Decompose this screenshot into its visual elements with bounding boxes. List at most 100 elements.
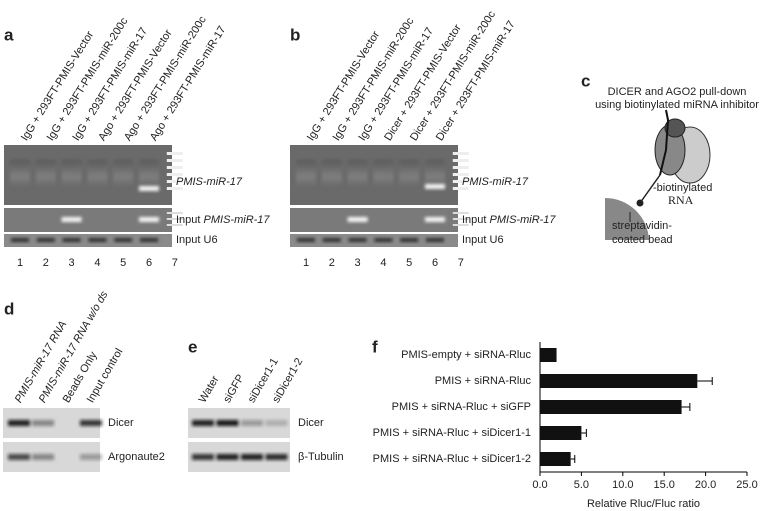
biotin <box>636 199 644 207</box>
band <box>192 420 214 426</box>
gel-label: PMIS-miR-17 <box>490 214 557 226</box>
band <box>265 420 288 426</box>
band <box>32 454 54 460</box>
pulldown-diagram <box>605 109 711 240</box>
band <box>241 454 263 460</box>
lane-number: 5 <box>120 257 126 269</box>
band <box>139 217 159 222</box>
smear <box>399 160 420 188</box>
band <box>347 217 368 222</box>
x-tick-label: 10.0 <box>612 479 633 491</box>
x-tick-label: 5.0 <box>574 479 589 491</box>
lane-number: 6 <box>146 257 152 269</box>
error-bar <box>681 403 691 411</box>
ladder <box>452 166 469 169</box>
lane-number: 4 <box>380 257 386 269</box>
band <box>80 420 102 426</box>
x-tick-label: 25.0 <box>736 479 757 491</box>
band <box>36 238 55 242</box>
error-bar <box>581 429 587 437</box>
x-tick-label: 0.0 <box>532 479 547 491</box>
rna <box>659 109 670 176</box>
band-label: Argonaute2 <box>108 451 165 463</box>
x-tick-label: 15.0 <box>653 479 674 491</box>
ladder <box>166 166 183 169</box>
panel-label: b <box>290 25 300 44</box>
bar <box>540 426 582 440</box>
smear <box>425 160 445 188</box>
diagram-label: RNA <box>668 193 694 207</box>
y-tick-label: PMIS + siRNA-Rluc + siDicer1-1 <box>373 427 531 439</box>
linker <box>639 174 661 204</box>
band <box>114 238 133 242</box>
x-tick-label: 20.0 <box>695 479 716 491</box>
error-bar <box>697 377 713 385</box>
band <box>32 420 54 426</box>
gel-label: PMIS-miR-17 <box>176 176 243 188</box>
band <box>322 238 341 242</box>
bar <box>540 348 557 362</box>
band <box>192 454 214 460</box>
smear <box>87 160 108 188</box>
x-axis-title: Relative Rluc/Fluc ratio <box>587 498 700 510</box>
lane-number: 7 <box>172 257 178 269</box>
lane-number: 1 <box>17 257 23 269</box>
band <box>241 420 263 426</box>
band <box>140 238 158 242</box>
ladder <box>452 173 469 176</box>
band <box>80 454 102 460</box>
bar <box>540 400 682 414</box>
ladder <box>166 224 183 226</box>
gel-label: Input PMIS-miR-17 <box>176 214 270 226</box>
band <box>11 238 29 242</box>
diagram-label: coated bead <box>612 234 673 246</box>
band <box>426 238 444 242</box>
smear <box>35 160 56 188</box>
ladder <box>452 152 469 155</box>
error-bar <box>570 455 576 463</box>
gel-label: Input <box>462 214 486 226</box>
gel <box>4 234 172 247</box>
band-label: β-Tubulin <box>298 451 344 463</box>
lane-label: siGFP <box>221 372 247 404</box>
lane-number: 2 <box>329 257 335 269</box>
y-tick-label: PMIS + siRNA-Rluc + siDicer1-2 <box>373 453 531 465</box>
lane-number: 6 <box>432 257 438 269</box>
ladder <box>166 152 183 155</box>
ladder <box>452 187 469 190</box>
smear <box>347 160 368 188</box>
band <box>8 454 30 460</box>
panel-label: a <box>4 25 14 44</box>
band <box>374 238 393 242</box>
band <box>216 454 239 460</box>
y-tick-label: PMIS + siRNA-Rluc <box>435 375 532 387</box>
band-label: Dicer <box>108 417 134 429</box>
lane-number: 2 <box>43 257 49 269</box>
ladder <box>166 212 183 214</box>
gel-label: Input U6 <box>462 234 504 246</box>
gel-label: PMIS-miR-17 <box>462 176 529 188</box>
smear <box>61 160 82 188</box>
ladder <box>166 218 183 220</box>
ladder <box>166 180 183 183</box>
lane-number: 3 <box>69 257 75 269</box>
smear <box>113 160 134 188</box>
lane-number: 3 <box>355 257 361 269</box>
ladder <box>452 159 469 162</box>
gel-label: Input U6 <box>176 234 218 246</box>
bar <box>540 452 571 466</box>
lane-label: Water <box>197 374 222 405</box>
band <box>216 420 239 426</box>
ladder <box>166 159 183 162</box>
ladder <box>452 212 469 214</box>
bar <box>540 374 698 388</box>
lane-number: 7 <box>458 257 464 269</box>
lane-number: 4 <box>94 257 100 269</box>
bead <box>605 197 649 240</box>
band <box>139 186 159 191</box>
band <box>61 217 82 222</box>
band <box>88 238 107 242</box>
smear <box>139 160 159 188</box>
gel-label: Input PMIS-miR-17 <box>462 214 556 226</box>
